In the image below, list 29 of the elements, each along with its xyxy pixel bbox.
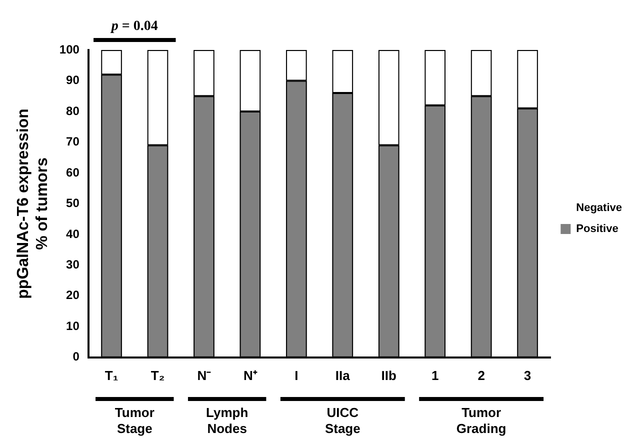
y-tick-label: 10 [66,318,80,333]
y-tick-label: 0 [72,350,80,364]
y-tick-label: 80 [66,104,80,118]
y-tick-label: 30 [66,257,80,272]
x-tick-label: T₂ [150,368,165,383]
y-tick-label: 100 [59,42,80,56]
y-tick-label: 90 [66,73,80,88]
text: Negative [576,202,622,214]
x-tick-label: 2 [478,368,485,383]
legend-label: Positive [576,223,618,236]
x-tick-label: I [294,368,298,383]
y-axis-title: ppGalNAc-T6 expression % of tumors [15,108,52,299]
y-tick-label: 50 [66,196,80,210]
y-tick-label: 40 [66,226,80,241]
x-tick-label: T₁ [104,368,118,383]
x-tick-label: N⁺ [244,368,258,383]
text: Tumor Grading [456,405,506,436]
y-tick-label: 60 [66,165,80,180]
text: UICC Stage [324,405,360,436]
x-tick-label: N⁻ [197,368,212,383]
text: p = 0.04 [110,19,158,34]
text: Tumor Stage [114,405,154,436]
text: Lymph Nodes [206,405,248,436]
y-tick-label: 70 [66,134,80,149]
x-tick-label: 3 [524,368,532,383]
x-tick-label: IIb [381,368,397,383]
x-tick-label: 1 [431,368,439,383]
x-tick-label: IIa [335,368,351,383]
y-tick-label: 20 [66,288,80,302]
